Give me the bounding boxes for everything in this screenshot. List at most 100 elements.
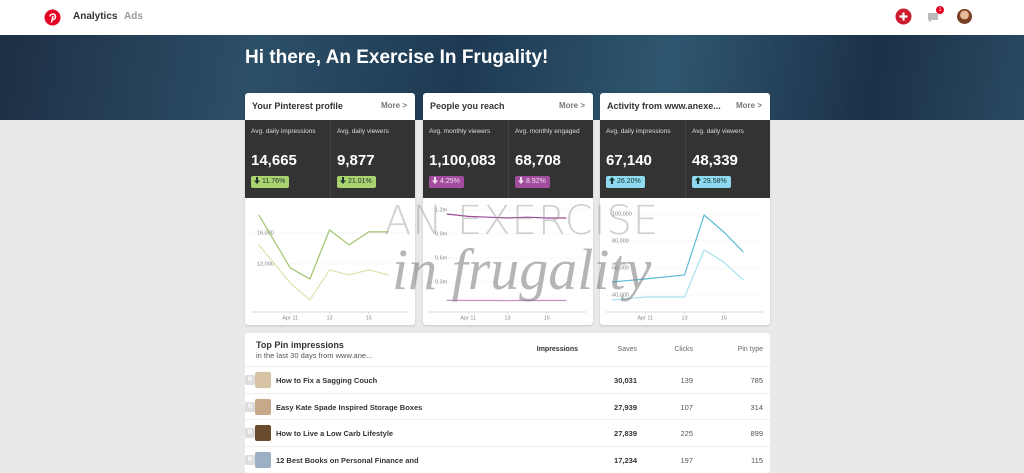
- change-value: 11.76%: [262, 178, 285, 185]
- stat-label: Avg. daily viewers: [337, 128, 411, 136]
- trend-arrow: [432, 177, 438, 184]
- stat-value: 9,877: [337, 152, 375, 169]
- stat-label: Avg. daily viewers: [692, 128, 766, 136]
- notification-badge: 1: [936, 6, 944, 14]
- stat-label: Avg. daily impressions: [251, 128, 325, 136]
- pin-title: 12 Best Books on Personal Finance and: [276, 456, 419, 465]
- x-tick-label: Apr 11: [282, 315, 298, 321]
- stat-label: Avg. monthly engaged: [515, 128, 589, 136]
- column-header: Impressions: [537, 346, 578, 353]
- top-nav: Analytics Ads 1: [0, 0, 1024, 36]
- stat: Avg. daily impressions 14,665 11.76%: [245, 120, 329, 198]
- pin-thumbnail: [255, 452, 271, 468]
- column-header: Saves: [618, 346, 637, 353]
- y-tick-label: 12,000: [257, 261, 274, 267]
- y-tick-label: 1.2m: [435, 207, 448, 213]
- stat-value: 67,140: [606, 152, 652, 169]
- x-tick-label: 15: [544, 315, 550, 321]
- pin-title: Easy Kate Spade Inspired Storage Boxes: [276, 403, 422, 412]
- column-header: Clicks: [674, 346, 693, 353]
- x-tick-label: Apr 11: [460, 315, 476, 321]
- mini-chart: 40,000 60,000 80,000 100,000 Apr 11 13 15: [600, 198, 770, 325]
- x-tick-label: 13: [504, 315, 510, 321]
- more-link[interactable]: More >: [559, 101, 585, 110]
- series-line: [612, 250, 743, 300]
- change-badge: 26.20%: [606, 176, 645, 188]
- card-title: Your Pinterest profile: [252, 101, 343, 111]
- pin-stat: 197: [680, 456, 693, 465]
- top-pins-table: Top Pin impressions in the last 30 days …: [245, 333, 770, 473]
- change-value: 4.25%: [440, 178, 460, 185]
- x-tick-label: 15: [366, 315, 372, 321]
- nav-ads[interactable]: Ads: [124, 11, 143, 22]
- card-title: People you reach: [430, 101, 505, 111]
- stat: Avg. daily viewers 48,339 29.58%: [685, 120, 770, 198]
- stat-label: Avg. daily impressions: [606, 128, 680, 136]
- x-tick-label: 15: [721, 315, 727, 321]
- stat: Avg. monthly engaged 68,708 8.92%: [508, 120, 593, 198]
- trend-arrow: [609, 177, 615, 184]
- stat-label: Avg. monthly viewers: [429, 128, 503, 136]
- stat: Avg. daily impressions 67,140 26.20%: [600, 120, 684, 198]
- more-link[interactable]: More >: [381, 101, 407, 110]
- table-subtitle: in the last 30 days from www.ane...: [256, 351, 372, 360]
- stat: Avg. monthly viewers 1,100,083 4.25%: [423, 120, 507, 198]
- stat-value: 1,100,083: [429, 152, 496, 169]
- trend-arrow: [518, 177, 524, 184]
- pin-title: How to Fix a Sagging Couch: [276, 376, 377, 385]
- y-tick-label: 0.3m: [435, 279, 448, 285]
- pin-stat: 107: [680, 403, 693, 412]
- change-value: 8.92%: [526, 178, 546, 185]
- pinterest-logo[interactable]: [44, 9, 61, 26]
- y-tick-label: 100,000: [612, 211, 632, 217]
- x-tick-label: Apr 11: [637, 315, 653, 321]
- pin-stat: 115: [751, 456, 763, 465]
- stat-value: 68,708: [515, 152, 561, 169]
- y-tick-label: 80,000: [612, 238, 629, 244]
- trend-arrow: [695, 177, 701, 184]
- table-row[interactable]: 12 Best Books on Personal Finance and 17,…: [245, 446, 770, 473]
- y-tick-label: 40,000: [612, 292, 629, 298]
- y-tick-label: 60,000: [612, 265, 629, 271]
- change-badge: 8.92%: [515, 176, 550, 188]
- pin-stat: 314: [750, 403, 763, 412]
- series-line: [447, 214, 567, 218]
- change-value: 29.58%: [703, 178, 727, 185]
- change-badge: 4.25%: [429, 176, 464, 188]
- pin-type: R: [245, 455, 255, 465]
- pin-stat: 225: [680, 429, 693, 438]
- metric-card: Your Pinterest profile More > Avg. daily i…: [245, 93, 415, 325]
- create-button[interactable]: [895, 8, 912, 25]
- nav-analytics[interactable]: Analytics: [73, 11, 117, 22]
- pin-type: R: [245, 402, 255, 412]
- stat-value: 48,339: [692, 152, 738, 169]
- more-link[interactable]: More >: [736, 101, 762, 110]
- change-badge: 29.58%: [692, 176, 731, 188]
- pin-stat: 17,234: [614, 456, 637, 465]
- x-tick-label: 13: [681, 315, 687, 321]
- metric-card: Activity from www.anexe...More >Avg. dai…: [600, 93, 770, 325]
- table-title: Top Pin impressions: [256, 340, 344, 350]
- table-row[interactable]: How to Live a Low Carb Lifestyle 27,839 22…: [245, 419, 770, 446]
- stat-value: 14,665: [251, 152, 297, 169]
- pin-stat: 27,839: [614, 429, 637, 438]
- y-tick-label: 0.6m: [435, 255, 448, 261]
- pin-thumbnail: [255, 425, 271, 441]
- change-value: 26.20%: [617, 178, 641, 185]
- pin-thumbnail: [255, 399, 271, 415]
- pin-title: How to Live a Low Carb Lifestyle: [276, 429, 393, 438]
- greeting: Hi there, An Exercise In Frugality!: [245, 47, 548, 69]
- avatar[interactable]: [957, 9, 972, 24]
- pin-type: R: [245, 375, 255, 385]
- page: {"nav": {"items": ["Analytics", "Ads"], …: [0, 0, 1024, 463]
- pin-stat: 30,031: [614, 376, 637, 385]
- change-badge: 21.01%: [337, 176, 376, 188]
- pin-type: R: [245, 428, 255, 438]
